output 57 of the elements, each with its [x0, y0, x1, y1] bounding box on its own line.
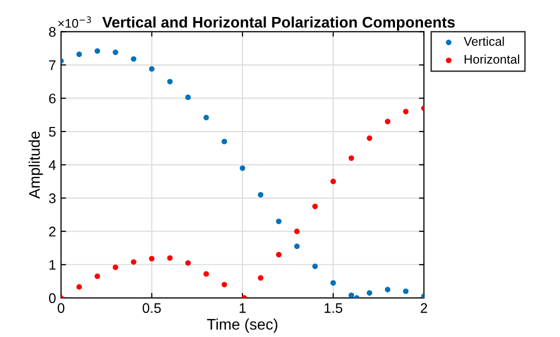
x-tick-label: 0.5	[142, 303, 161, 313]
point	[148, 66, 155, 72]
point	[312, 264, 318, 270]
point	[294, 228, 300, 234]
point	[384, 286, 390, 292]
point	[94, 274, 100, 280]
text: ×10$^{−3}$	[58, 16, 91, 28]
y-tick-label: 8	[49, 27, 56, 37]
y-tick-label: 6	[49, 94, 56, 104]
y-tick-label: 3	[48, 193, 56, 204]
legend-label: Vertical	[464, 36, 504, 46]
point	[403, 288, 409, 294]
point	[185, 94, 191, 100]
point	[148, 256, 155, 262]
point	[384, 118, 390, 124]
y-tick-label: 5	[49, 126, 56, 137]
x-tick-label: 0	[58, 303, 64, 313]
y-tick-label: 0	[49, 293, 56, 304]
point	[185, 260, 191, 266]
point	[222, 138, 228, 144]
point	[312, 204, 318, 210]
point	[366, 135, 372, 141]
point	[130, 259, 136, 265]
point	[366, 290, 372, 296]
point	[276, 252, 282, 258]
point	[330, 280, 336, 286]
point	[222, 282, 228, 288]
point	[348, 155, 354, 161]
x-tick-label: 1	[240, 303, 246, 313]
y-axis-title: Amplitude	[28, 132, 43, 199]
point	[76, 284, 82, 290]
point	[276, 218, 282, 224]
x-tick-label: 1.5	[324, 303, 342, 313]
point	[167, 78, 173, 84]
point	[167, 255, 173, 261]
legend-label: Horizontal	[464, 54, 520, 64]
point	[112, 50, 118, 56]
point	[258, 192, 264, 198]
point	[403, 108, 409, 114]
x-axis-title: Time (sec)	[207, 318, 278, 333]
chart-title: Vertical and Horizontal Polarization Components	[102, 16, 455, 31]
y-tick-label: 1	[50, 260, 56, 270]
point	[203, 114, 209, 120]
point	[294, 244, 300, 250]
y-tick-label: 4	[48, 160, 56, 170]
point	[348, 292, 354, 298]
point	[112, 264, 118, 270]
point	[258, 275, 264, 281]
point	[330, 178, 336, 184]
point	[76, 52, 82, 58]
x-tick-label: 2	[420, 303, 428, 313]
point	[130, 56, 136, 62]
point	[203, 271, 209, 277]
point	[94, 48, 100, 54]
point	[240, 165, 246, 171]
y-tick-label: 2	[49, 226, 56, 236]
y-tick-label: 7	[49, 60, 56, 70]
